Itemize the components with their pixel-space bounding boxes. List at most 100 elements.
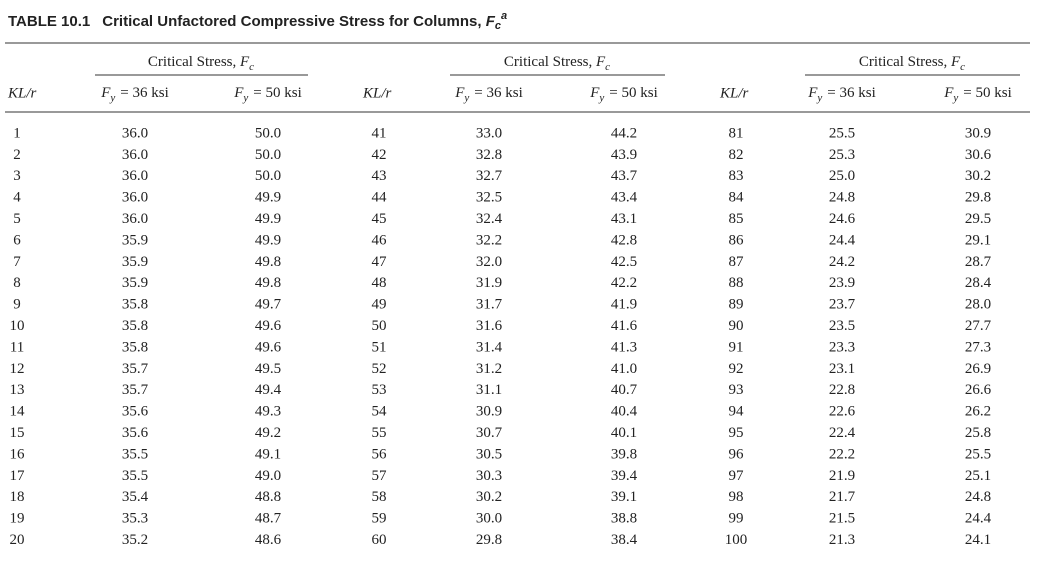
column-header: KL/r <box>362 85 392 101</box>
stress-cell: 49.6 <box>255 318 282 334</box>
kl-cell: 57 <box>372 468 388 484</box>
kl-cell: 2 <box>13 147 21 163</box>
kl-cell: 87 <box>729 254 745 270</box>
column-header: Fy = 36 ksi <box>807 85 876 103</box>
stress-cell: 26.2 <box>965 404 991 420</box>
kl-cell: 49 <box>372 297 387 313</box>
column-header: KL/r <box>7 85 37 101</box>
stress-cell: 32.4 <box>476 211 503 227</box>
stress-cell: 48.8 <box>255 489 281 505</box>
stress-cell: 22.8 <box>829 382 855 398</box>
kl-cell: 7 <box>13 254 21 270</box>
stress-cell: 35.9 <box>122 232 148 248</box>
stress-cell: 36.0 <box>122 125 148 141</box>
stress-cell: 22.4 <box>829 425 856 441</box>
stress-cell: 30.2 <box>476 489 502 505</box>
stress-cell: 41.3 <box>611 339 637 355</box>
stress-cell: 24.2 <box>829 254 855 270</box>
stress-cell: 30.7 <box>476 425 503 441</box>
kl-cell: 88 <box>729 275 744 291</box>
kl-cell: 15 <box>10 425 25 441</box>
stress-cell: 35.6 <box>122 404 149 420</box>
stress-cell: 31.9 <box>476 275 502 291</box>
stress-cell: 49.1 <box>255 446 281 462</box>
header-text: Critical Stress, <box>148 54 240 70</box>
kl-cell: 46 <box>372 232 388 248</box>
column-header: Fy = 50 ksi <box>233 85 302 103</box>
stress-cell: 35.4 <box>122 489 149 505</box>
subscript: c <box>605 61 610 73</box>
column-header: Fy = 50 ksi <box>943 85 1012 103</box>
stress-cell: 35.9 <box>122 275 148 291</box>
stress-cell: 42.8 <box>611 232 637 248</box>
stress-cell: 33.0 <box>476 125 502 141</box>
stress-cell: 40.4 <box>611 404 638 420</box>
symbol: F <box>950 54 961 70</box>
group-header: Critical Stress, Fc <box>859 54 965 72</box>
stress-cell: 25.0 <box>829 168 855 184</box>
stress-cell: 24.8 <box>965 489 991 505</box>
stress-cell: 49.8 <box>255 275 281 291</box>
kl-cell: 6 <box>13 232 21 248</box>
kl-cell: 85 <box>729 211 744 227</box>
kl-cell: 52 <box>372 361 387 377</box>
stress-cell: 24.1 <box>965 532 991 548</box>
stress-cell: 23.5 <box>829 318 855 334</box>
kl-cell: 14 <box>10 404 26 420</box>
stress-cell: 30.3 <box>476 468 502 484</box>
header-text: Critical Stress, <box>859 54 951 70</box>
stress-cell: 39.4 <box>611 468 638 484</box>
kl-cell: 1 <box>13 125 21 141</box>
stress-cell: 41.0 <box>611 361 637 377</box>
kl-cell: 50 <box>372 318 387 334</box>
stress-cell: 24.8 <box>829 190 855 206</box>
header-text: = 50 ksi <box>963 85 1011 101</box>
kl-cell: 96 <box>729 446 745 462</box>
symbol: F <box>807 85 818 101</box>
stress-cell: 35.8 <box>122 339 148 355</box>
column-header: Fy = 36 ksi <box>454 85 523 103</box>
symbol: F <box>589 85 600 101</box>
stress-cell: 30.6 <box>965 147 992 163</box>
kl-cell: 48 <box>372 275 387 291</box>
stress-cell: 38.8 <box>611 511 637 527</box>
stress-cell: 21.5 <box>829 511 855 527</box>
stress-cell: 32.8 <box>476 147 502 163</box>
title-text: Critical Unfactored Compressive Stress f… <box>102 13 485 30</box>
kl-cell: 91 <box>729 339 744 355</box>
stress-cell: 35.5 <box>122 468 148 484</box>
symbol: F <box>595 54 606 70</box>
stress-cell: 31.7 <box>476 297 503 313</box>
kl-cell: 8 <box>13 275 21 291</box>
stress-cell: 23.1 <box>829 361 855 377</box>
stress-cell: 49.7 <box>255 297 282 313</box>
stress-cell: 23.9 <box>829 275 855 291</box>
stress-cell: 30.9 <box>965 125 991 141</box>
stress-cell: 26.9 <box>965 361 991 377</box>
kl-cell: 60 <box>372 532 387 548</box>
title-symbol: F <box>486 13 496 30</box>
kl-cell: 53 <box>372 382 387 398</box>
stress-cell: 32.0 <box>476 254 502 270</box>
kl-cell: 41 <box>372 125 387 141</box>
table-title: TABLE 10.1 Critical Unfactored Compressiv… <box>8 10 507 32</box>
kl-cell: 100 <box>725 532 748 548</box>
symbol: F <box>239 54 250 70</box>
kl-cell: 97 <box>729 468 745 484</box>
stress-cell: 29.1 <box>965 232 991 248</box>
stress-cell: 49.3 <box>255 404 281 420</box>
stress-cell: 43.4 <box>611 190 638 206</box>
subscript: y <box>816 92 822 104</box>
stress-cell: 27.3 <box>965 339 991 355</box>
subscript: c <box>960 61 965 73</box>
kl-cell: 42 <box>372 147 387 163</box>
kl-cell: 94 <box>729 404 745 420</box>
stress-cell: 35.9 <box>122 254 148 270</box>
kl-cell: 92 <box>729 361 744 377</box>
title-sub: c <box>495 20 501 32</box>
subscript: y <box>952 92 958 104</box>
kl-cell: 51 <box>372 339 387 355</box>
kl-cell: 90 <box>729 318 744 334</box>
stress-cell: 42.2 <box>611 275 637 291</box>
